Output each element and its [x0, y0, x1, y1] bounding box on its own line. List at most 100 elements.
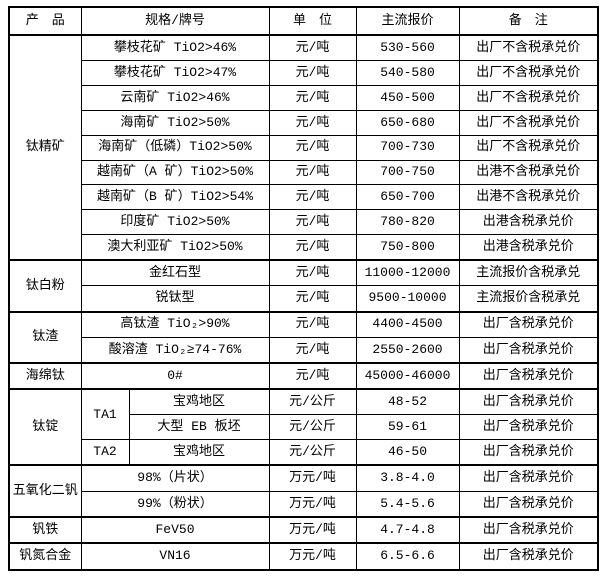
- cell-spec: 云南矿 TiO2>46%: [80, 85, 270, 111]
- cell-spec: 越南矿（A 矿）TiO2>50%: [80, 159, 270, 186]
- cell-unit: 元/吨: [268, 234, 357, 261]
- cell-price: 48-52: [355, 388, 460, 416]
- cell-price: 46-50: [355, 439, 460, 466]
- cell-price: 530-560: [355, 34, 460, 62]
- table-row: 钛渣 高钛渣 TiO₂>90% 元/吨 4400-4500 出厂含税承兑价: [8, 310, 599, 364]
- cell-price: 450-500: [355, 85, 460, 111]
- table-row: 云南矿 TiO2>46% 元/吨 450-500 出厂不含税承兑价: [9, 85, 599, 111]
- cell-product: 钛精矿: [8, 33, 82, 261]
- cell-note: 出厂含税承兑价: [458, 414, 599, 441]
- table-row: 钒氮合金 VN16 万元/吨 6.5-6.6 出厂含税承兑价: [8, 542, 599, 571]
- cell-product: 海绵钛: [8, 361, 82, 390]
- cell-product: 钒铁: [8, 515, 82, 544]
- cell-note: 出厂不含税承兑价: [458, 34, 599, 62]
- cell-product: 五氧化二钒: [8, 464, 82, 518]
- cell-spec: 98%（片状）: [80, 464, 270, 492]
- cell-unit: 元/吨: [268, 184, 357, 211]
- table-row: 越南矿（B 矿）TiO2>54% 元/吨 650-700 出港不含税承兑价: [9, 184, 599, 211]
- header-price: 主流报价: [355, 6, 460, 36]
- cell-unit: 万元/吨: [268, 515, 357, 544]
- cell-price: 540-580: [355, 60, 460, 86]
- cell-note: 出厂不含税承兑价: [458, 134, 599, 161]
- cell-note: 出厂含税承兑价: [458, 336, 599, 364]
- cell-grade: TA1: [80, 388, 130, 441]
- cell-spec: 高钛渣 TiO₂>90%: [80, 310, 270, 338]
- cell-note: 主流报价含税承兑: [458, 259, 599, 287]
- cell-unit: 元/吨: [268, 209, 357, 236]
- cell-unit: 元/吨: [268, 361, 357, 390]
- cell-note: 出厂不含税承兑价: [458, 109, 599, 136]
- cell-price: 700-730: [355, 134, 460, 161]
- cell-price: 4.7-4.8: [355, 515, 460, 544]
- table-row: 钒铁 FeV50 万元/吨 4.7-4.8 出厂含税承兑价: [8, 515, 599, 544]
- cell-spec: 海南矿 TiO2>50%: [80, 109, 270, 136]
- cell-note: 出厂含税承兑价: [458, 515, 599, 544]
- table-row: 钛白粉 金红石型 元/吨 11000-12000 主流报价含税承兑: [8, 259, 599, 313]
- cell-note: 出厂含税承兑价: [458, 542, 599, 571]
- cell-unit: 元/吨: [268, 259, 357, 287]
- cell-unit: 元/公斤: [268, 439, 357, 466]
- cell-price: 11000-12000: [355, 259, 460, 287]
- cell-note: 出厂含税承兑价: [458, 310, 599, 338]
- table-row: 印度矿 TiO2>50% 元/吨 780-820 出港含税承兑价: [9, 209, 599, 236]
- cell-note: 出厂不含税承兑价: [458, 60, 599, 86]
- price-table: 产 品 规格/牌号 单 位 主流报价 备 注 钛精矿 攀枝花矿 TiO2>46% 元…: [8, 6, 599, 571]
- cell-spec: 越南矿（B 矿）TiO2>54%: [80, 184, 270, 211]
- cell-unit: 元/吨: [268, 134, 357, 161]
- cell-price: 45000-46000: [355, 361, 460, 390]
- cell-note: 出港不含税承兑价: [458, 184, 599, 211]
- cell-unit: 元/吨: [268, 159, 357, 186]
- table-row: 99%（粉状） 万元/吨 5.4-5.6 出厂含税承兑价: [9, 490, 599, 518]
- cell-price: 6.5-6.6: [355, 542, 460, 571]
- cell-unit: 万元/吨: [268, 490, 357, 518]
- header-note: 备 注: [458, 6, 599, 36]
- cell-price: 700-750: [355, 159, 460, 186]
- cell-note: 主流报价含税承兑: [458, 285, 599, 313]
- cell-product: 钛白粉: [8, 259, 82, 313]
- table-header-row: 产 品 规格/牌号 单 位 主流报价 备 注: [8, 6, 599, 36]
- cell-spec: VN16: [80, 542, 270, 571]
- cell-note: 出厂含税承兑价: [458, 464, 599, 492]
- table-row: 大型 EB 板坯 元/公斤 59-61 出厂含税承兑价: [9, 414, 599, 441]
- cell-note: 出港含税承兑价: [458, 234, 599, 261]
- cell-price: 3.8-4.0: [355, 464, 460, 492]
- cell-price: 2550-2600: [355, 336, 460, 364]
- table-row: 海南矿 TiO2>50% 元/吨 650-680 出厂不含税承兑价: [9, 109, 599, 136]
- cell-price: 4400-4500: [355, 310, 460, 338]
- cell-spec: 海南矿（低磷）TiO2>50%: [80, 134, 270, 161]
- cell-unit: 元/吨: [268, 285, 357, 313]
- cell-unit: 元/吨: [268, 109, 357, 136]
- header-spec: 规格/牌号: [80, 6, 270, 36]
- table-row: 海南矿（低磷）TiO2>50% 元/吨 700-730 出厂不含税承兑价: [9, 134, 599, 161]
- cell-spec: 金红石型: [80, 259, 270, 287]
- cell-spec: 酸溶渣 TiO₂≥74-76%: [80, 336, 270, 364]
- cell-unit: 万元/吨: [268, 542, 357, 571]
- cell-spec: 攀枝花矿 TiO2>46%: [80, 34, 270, 62]
- cell-product: 钛锭: [8, 388, 82, 466]
- cell-spec: 宝鸡地区: [128, 439, 270, 466]
- cell-note: 出厂不含税承兑价: [458, 85, 599, 111]
- cell-product: 钒氮合金: [8, 542, 82, 571]
- table-row: 酸溶渣 TiO₂≥74-76% 元/吨 2550-2600 出厂含税承兑价: [9, 336, 599, 364]
- cell-grade: TA2: [80, 439, 130, 466]
- cell-spec: 宝鸡地区: [128, 388, 270, 416]
- cell-note: 出厂含税承兑价: [458, 388, 599, 416]
- cell-price: 650-700: [355, 184, 460, 211]
- cell-price: 59-61: [355, 414, 460, 441]
- cell-spec: 澳大利亚矿 TiO2>50%: [80, 234, 270, 261]
- cell-product: 钛渣: [8, 310, 82, 364]
- table-row: TA2 宝鸡地区 元/公斤 46-50 出厂含税承兑价: [9, 439, 599, 466]
- table-row: 五氧化二钒 98%（片状） 万元/吨 3.8-4.0 出厂含税承兑价: [8, 464, 599, 518]
- cell-note: 出港不含税承兑价: [458, 159, 599, 186]
- cell-spec: 锐钛型: [80, 285, 270, 313]
- cell-price: 750-800: [355, 234, 460, 261]
- cell-spec: 0#: [80, 361, 270, 390]
- cell-price: 650-680: [355, 109, 460, 136]
- cell-unit: 元/公斤: [268, 414, 357, 441]
- cell-note: 出港含税承兑价: [458, 209, 599, 236]
- cell-price: 780-820: [355, 209, 460, 236]
- cell-unit: 元/公斤: [268, 388, 357, 416]
- cell-spec: 攀枝花矿 TiO2>47%: [80, 60, 270, 86]
- cell-unit: 元/吨: [268, 60, 357, 86]
